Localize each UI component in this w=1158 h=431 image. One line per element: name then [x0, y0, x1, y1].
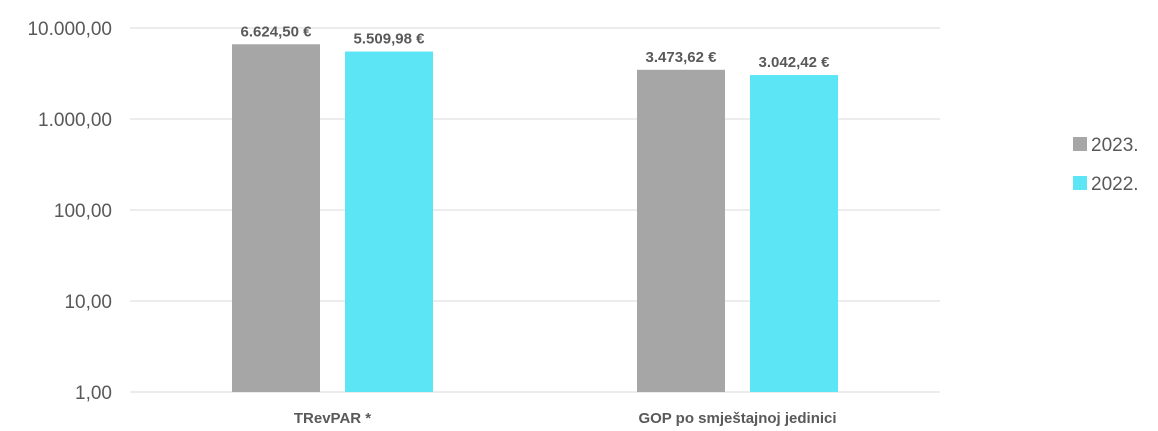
data-label: 3.473,62 €	[646, 49, 718, 66]
y-tick-label: 10.000,00	[27, 19, 112, 40]
legend-swatch	[1073, 176, 1087, 190]
y-tick-label: 100,00	[54, 201, 112, 222]
legend-label: 2022.	[1091, 174, 1139, 195]
data-label: 6.624,50 €	[241, 23, 313, 40]
bar-2022-1	[750, 75, 838, 393]
bar-2023-0	[232, 44, 320, 393]
category-label: GOP po smještajnoj jedinici	[638, 410, 836, 427]
y-axis-tick-labels: 1,00 10,00 100,00 1.000,00 10.000,00	[27, 19, 112, 404]
legend: 2023. 2022.	[1073, 135, 1139, 195]
legend-swatch	[1073, 137, 1087, 151]
data-labels: 6.624,50 € 5.509,98 € 3.473,62 € 3.042,42 €	[241, 23, 831, 71]
bar-2022-0	[345, 51, 433, 392]
data-label: 5.509,98 €	[354, 31, 426, 48]
category-label: TRevPAR *	[294, 410, 371, 427]
x-axis-category-labels: TRevPAR * GOP po smještajnoj jedinici	[294, 410, 837, 427]
y-tick-label: 1.000,00	[38, 110, 112, 131]
data-label: 3.042,42 €	[759, 54, 831, 71]
y-tick-label: 1,00	[75, 383, 112, 404]
bars	[232, 44, 838, 393]
bar-2023-1	[637, 69, 725, 392]
y-tick-label: 10,00	[64, 292, 112, 313]
legend-label: 2023.	[1091, 135, 1139, 156]
